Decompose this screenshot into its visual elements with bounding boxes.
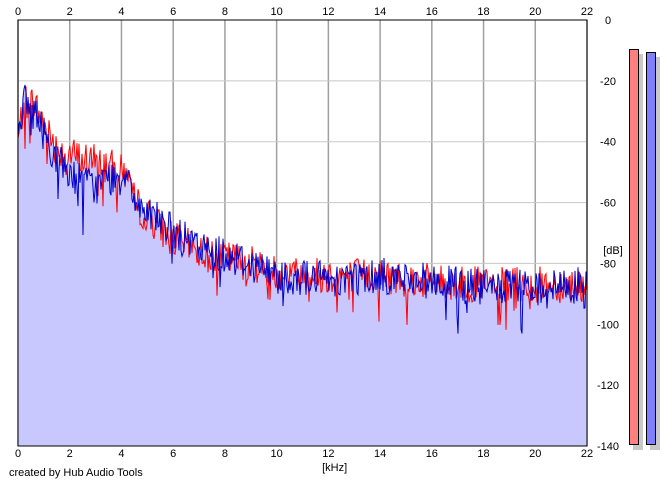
x-tick-label-bottom: 10 — [271, 448, 283, 460]
right-level-meter — [646, 52, 656, 445]
y-tick-label: 0 — [605, 15, 611, 27]
x-axis-bottom: 0 2 4 6 8 10 12 14 16 18 20 22 — [15, 448, 593, 460]
x-tick-label-top: 22 — [581, 6, 593, 18]
y-tick-label: -40 — [600, 137, 616, 149]
x-tick-label-top: 4 — [118, 6, 124, 18]
y-tick-label: -20 — [600, 76, 616, 88]
x-tick-label-bottom: 20 — [529, 448, 541, 460]
spectrum-fill-area — [18, 84, 587, 446]
x-tick-label-bottom: 16 — [426, 448, 438, 460]
y-tick-label: -140 — [597, 441, 619, 453]
plot-frame — [17, 19, 588, 447]
x-tick-label-top: 6 — [170, 6, 176, 18]
x-axis-top: 0 2 4 6 8 10 12 14 16 18 20 22 — [15, 6, 593, 18]
y-tick-label: -100 — [597, 319, 619, 331]
x-tick-label-bottom: 6 — [170, 448, 176, 460]
x-tick-label-bottom: 8 — [222, 448, 228, 460]
y-tick-label: -80 — [600, 258, 616, 270]
x-tick-label-bottom: 18 — [477, 448, 489, 460]
x-tick-label-top: 0 — [15, 6, 21, 18]
series-line-2 — [17, 84, 588, 334]
x-tick-label-top: 10 — [271, 6, 283, 18]
y-tick-label: -60 — [600, 198, 616, 210]
x-tick-label-top: 18 — [477, 6, 489, 18]
left-level-meter — [629, 49, 639, 445]
y-axis-label: [dB] — [603, 245, 623, 257]
y-axis: 0 -20 -40 -60 -80 -100 -120 -140 — [597, 15, 619, 453]
x-tick-label-top: 16 — [426, 6, 438, 18]
x-tick-label-top: 8 — [222, 6, 228, 18]
x-tick-label-bottom: 4 — [118, 448, 124, 460]
x-tick-label-bottom: 2 — [67, 448, 73, 460]
x-tick-label-top: 14 — [374, 6, 386, 18]
credit-text: created by Hub Audio Tools — [9, 467, 143, 479]
x-tick-label-top: 20 — [529, 6, 541, 18]
x-tick-label-bottom: 22 — [581, 448, 593, 460]
spectrum-series — [17, 84, 588, 334]
y-tick-label: -120 — [597, 380, 619, 392]
x-axis-label: [kHz] — [322, 462, 347, 474]
x-tick-label-top: 12 — [322, 6, 334, 18]
x-tick-label-bottom: 12 — [322, 448, 334, 460]
x-tick-label-top: 2 — [67, 6, 73, 18]
x-tick-label-bottom: 14 — [374, 448, 386, 460]
x-tick-label-bottom: 0 — [15, 448, 21, 460]
